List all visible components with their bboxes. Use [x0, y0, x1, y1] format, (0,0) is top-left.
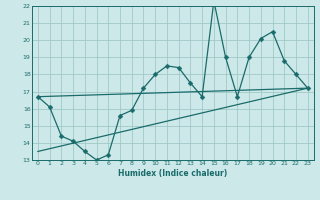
X-axis label: Humidex (Indice chaleur): Humidex (Indice chaleur): [118, 169, 228, 178]
